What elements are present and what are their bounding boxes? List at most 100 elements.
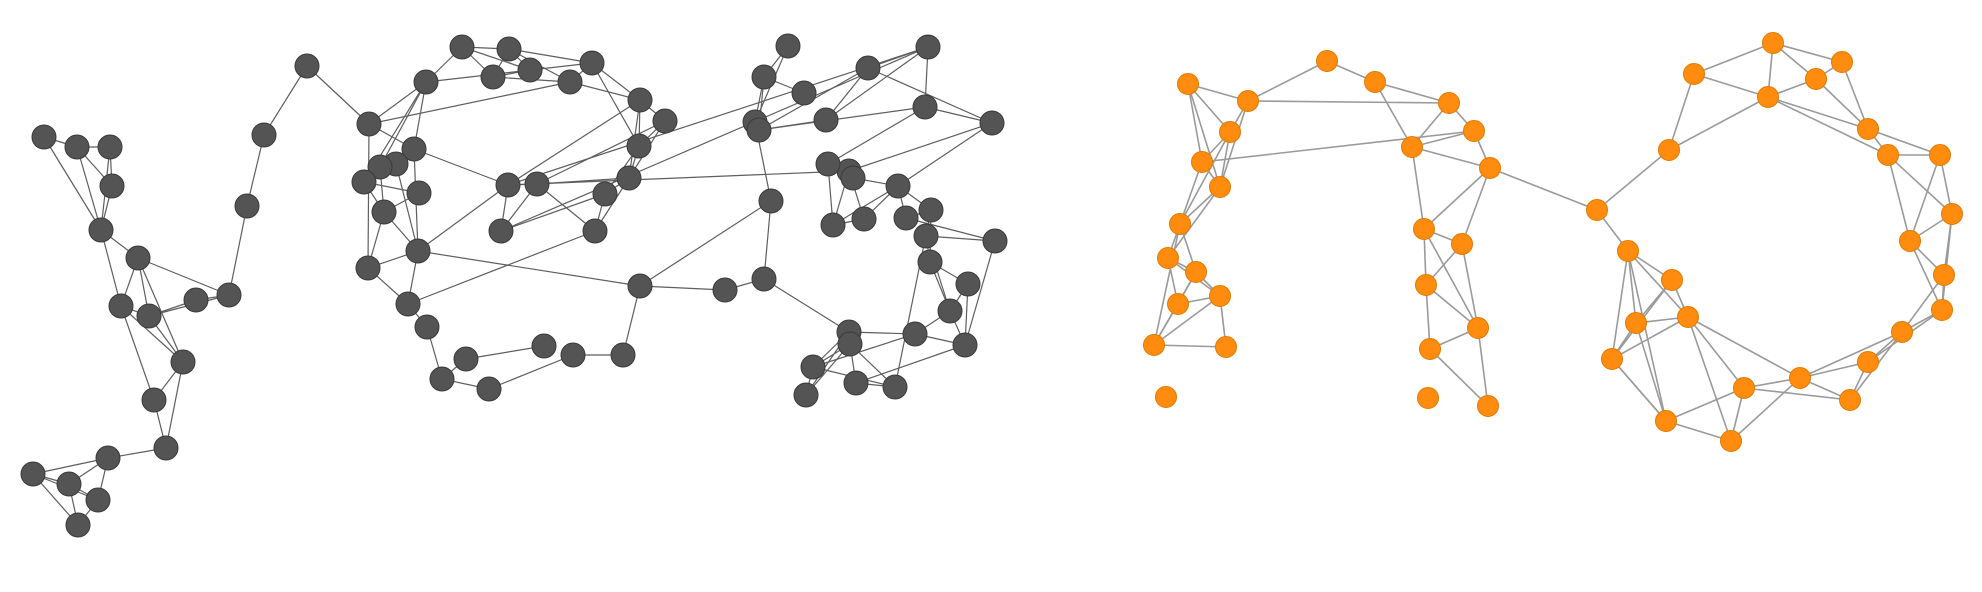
right-graph-node	[1601, 348, 1623, 370]
left-graph-node	[893, 205, 919, 231]
right-graph-edge	[1219, 100, 1249, 188]
left-graph-node	[882, 374, 908, 400]
right-graph-edges	[1153, 42, 1953, 442]
right-graph-node	[1617, 240, 1639, 262]
right-graph-node	[1237, 90, 1259, 112]
right-graph-node	[1839, 389, 1861, 411]
right-graph-edge	[1687, 316, 1732, 442]
left-graph-node	[746, 117, 772, 143]
left-graph-node	[915, 34, 941, 60]
right-graph-edge	[1247, 60, 1328, 102]
left-graph-node	[488, 218, 514, 244]
left-graph-node	[918, 197, 944, 223]
right-graph-edge	[1887, 154, 1953, 215]
right-graph-node	[1177, 73, 1199, 95]
right-graph-edge	[1611, 358, 1667, 422]
left-graph-edge	[825, 46, 929, 121]
left-graph-node	[610, 342, 636, 368]
left-graph-node	[855, 55, 881, 81]
right-graph-edge	[1627, 250, 1667, 422]
left-graph-edge	[507, 170, 850, 186]
left-graph-node	[449, 34, 475, 60]
left-graph-node	[453, 346, 479, 372]
right-graph-node	[1209, 176, 1231, 198]
left-graph-node	[371, 199, 397, 225]
right-graph-node	[1655, 410, 1677, 432]
right-graph-edge	[1611, 250, 1629, 360]
right-graph-node	[1625, 312, 1647, 334]
right-graph-node	[1167, 293, 1189, 315]
right-network-graph	[1143, 32, 1963, 452]
right-graph-node	[1899, 230, 1921, 252]
left-graph-node	[531, 333, 557, 359]
left-graph-node	[952, 332, 978, 358]
left-graph-edge	[367, 123, 370, 269]
right-graph-edge	[1841, 61, 1869, 130]
left-graph-node	[367, 154, 393, 180]
right-graph-node	[1789, 367, 1811, 389]
right-graph-node	[1931, 299, 1953, 321]
right-graph-node	[1586, 199, 1608, 221]
left-graph-node	[413, 69, 439, 95]
left-graph-node	[592, 181, 618, 207]
right-graph-node	[1219, 121, 1241, 143]
left-graph-edge	[897, 122, 993, 187]
left-graph-node	[141, 387, 167, 413]
right-graph-edge	[1627, 250, 1689, 318]
left-graph-edge	[500, 46, 929, 232]
right-graph-node	[1929, 144, 1951, 166]
right-graph-edge	[1489, 167, 1598, 211]
right-graph-node	[1467, 317, 1489, 339]
left-graph-edge	[306, 65, 370, 125]
left-graph-node	[85, 487, 111, 513]
left-graph-edge	[832, 185, 899, 226]
right-graph-edge	[1374, 81, 1450, 104]
left-graph-node	[560, 342, 586, 368]
right-graph-edge	[1901, 274, 1945, 333]
left-graph-edge	[100, 229, 122, 307]
left-graph-edge	[43, 136, 102, 231]
right-graph-node	[1185, 261, 1207, 283]
left-graph-node	[56, 471, 82, 497]
left-graph-node	[294, 53, 320, 79]
right-graph-edge	[1627, 250, 1637, 324]
left-graph-edge	[925, 235, 951, 312]
right-graph-edge	[1665, 387, 1745, 422]
right-graph-edge	[1687, 316, 1801, 379]
right-graph-node	[1413, 218, 1435, 240]
right-graph-node	[1463, 120, 1485, 142]
left-graph-node	[356, 111, 382, 137]
left-graph-node	[751, 64, 777, 90]
left-graph-node	[982, 228, 1008, 254]
right-graph-node	[1209, 285, 1231, 307]
left-graph-edge	[368, 81, 571, 125]
right-graph-node	[1417, 387, 1439, 409]
left-graph-edge	[964, 240, 996, 346]
left-graph-node	[136, 303, 162, 329]
left-graph-node	[843, 370, 869, 396]
left-graph-node	[31, 124, 57, 150]
left-graph-node	[64, 134, 90, 160]
right-graph-edge	[1167, 186, 1221, 259]
left-graph-edge	[425, 62, 593, 83]
right-graph-edge	[1153, 295, 1221, 346]
left-graph-node	[557, 69, 583, 95]
right-graph-node	[1757, 86, 1779, 108]
right-graph-edge	[1941, 213, 1953, 311]
left-graph-node	[913, 223, 939, 249]
left-graph-node	[815, 151, 841, 177]
right-graph-edge	[1477, 327, 1489, 407]
left-graph-edge	[905, 217, 996, 242]
right-graph-edge	[1247, 100, 1450, 104]
left-graph-node	[627, 273, 653, 299]
right-graph-edge	[1179, 131, 1231, 225]
right-graph-edge	[1411, 146, 1425, 230]
left-graph-node	[99, 173, 125, 199]
right-graph-node	[1438, 92, 1460, 114]
left-graph-node	[616, 165, 642, 191]
left-graph-edge	[137, 257, 230, 296]
left-graph-node	[820, 212, 846, 238]
right-graph-node	[1316, 50, 1338, 72]
right-graph-edge	[1767, 96, 1889, 156]
